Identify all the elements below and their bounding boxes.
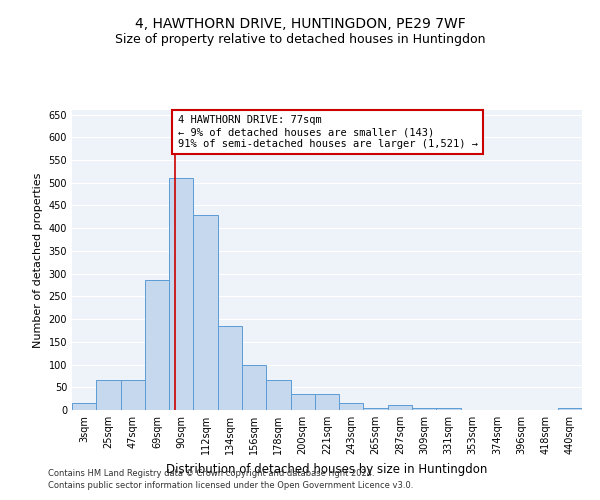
X-axis label: Distribution of detached houses by size in Huntingdon: Distribution of detached houses by size … <box>166 462 488 475</box>
Bar <box>218 326 242 410</box>
Bar <box>169 178 193 410</box>
Text: 4 HAWTHORN DRIVE: 77sqm
← 9% of detached houses are smaller (143)
91% of semi-de: 4 HAWTHORN DRIVE: 77sqm ← 9% of detached… <box>178 116 478 148</box>
Bar <box>558 408 582 410</box>
Y-axis label: Number of detached properties: Number of detached properties <box>33 172 43 348</box>
Bar <box>388 406 412 410</box>
Bar <box>315 394 339 410</box>
Bar <box>412 408 436 410</box>
Text: 4, HAWTHORN DRIVE, HUNTINGDON, PE29 7WF: 4, HAWTHORN DRIVE, HUNTINGDON, PE29 7WF <box>134 18 466 32</box>
Text: Contains HM Land Registry data © Crown copyright and database right 2024.: Contains HM Land Registry data © Crown c… <box>48 468 374 477</box>
Bar <box>145 280 169 410</box>
Bar <box>266 380 290 410</box>
Bar <box>339 403 364 410</box>
Bar <box>436 408 461 410</box>
Bar <box>290 394 315 410</box>
Bar <box>242 364 266 410</box>
Text: Size of property relative to detached houses in Huntingdon: Size of property relative to detached ho… <box>115 32 485 46</box>
Bar <box>96 380 121 410</box>
Bar <box>72 403 96 410</box>
Text: Contains public sector information licensed under the Open Government Licence v3: Contains public sector information licen… <box>48 481 413 490</box>
Bar <box>193 214 218 410</box>
Bar <box>364 408 388 410</box>
Bar <box>121 380 145 410</box>
